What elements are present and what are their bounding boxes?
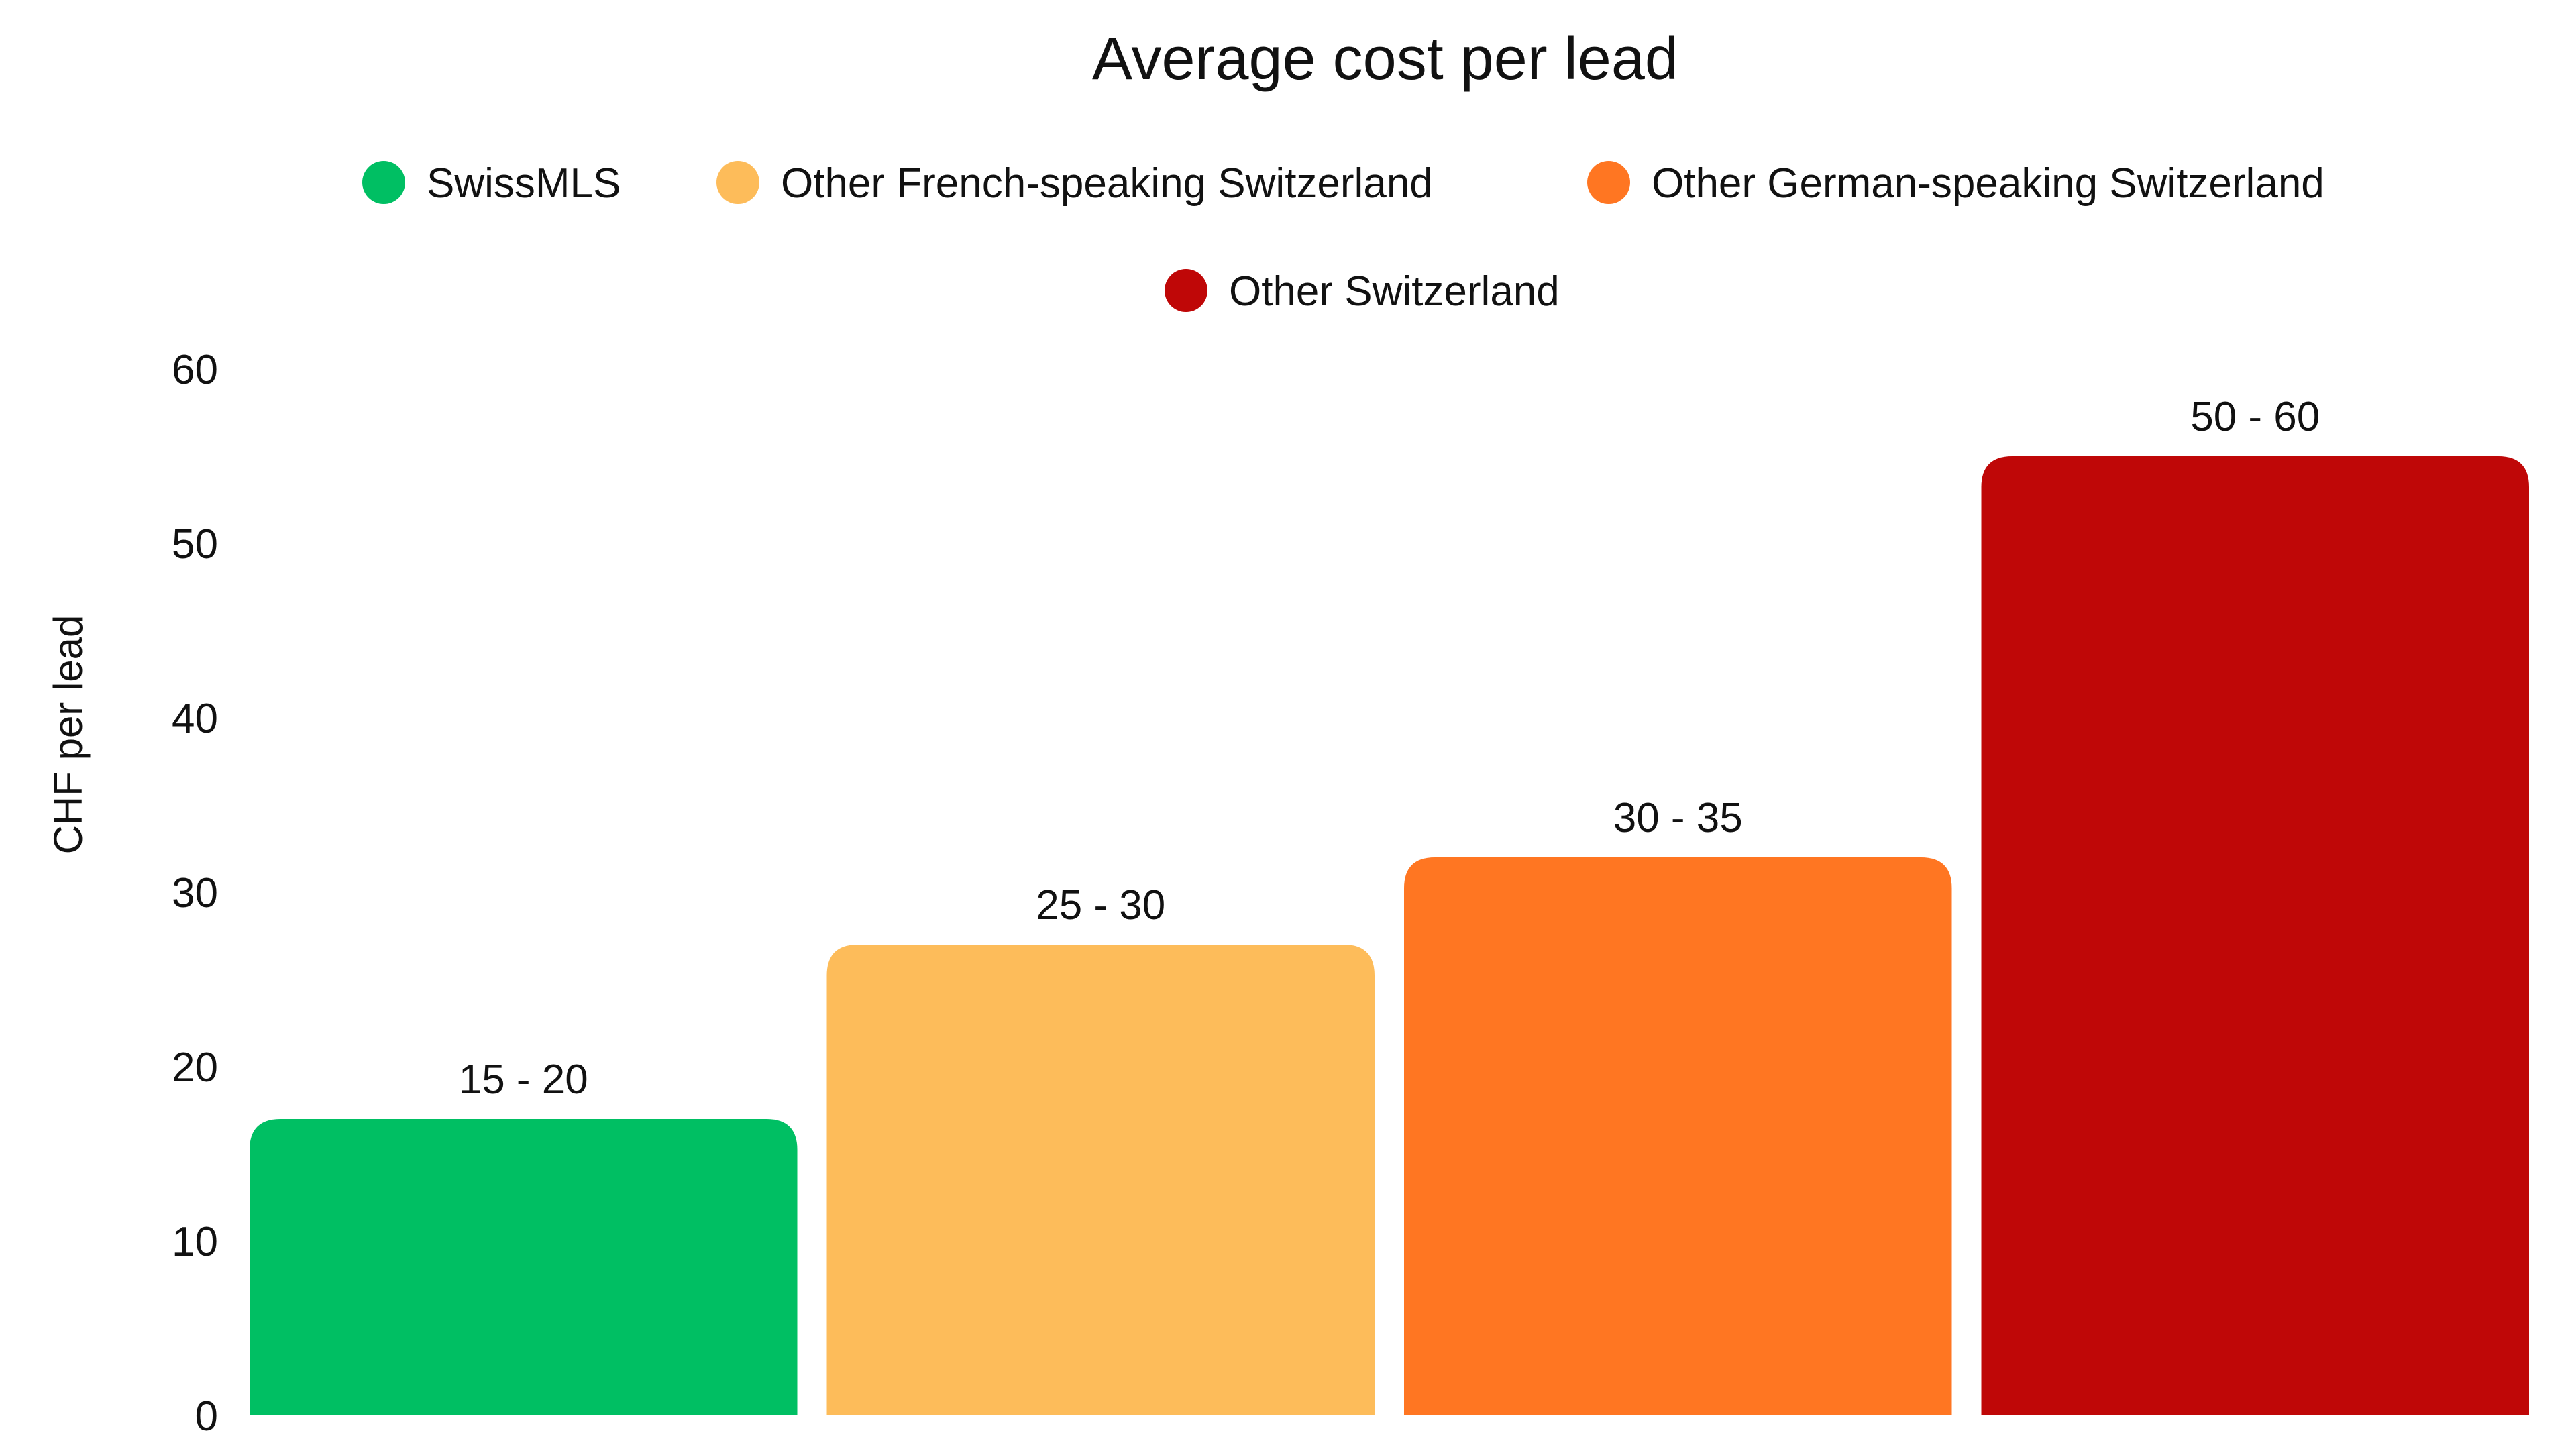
bars bbox=[250, 456, 2529, 1415]
y-tick-label: 50 bbox=[172, 521, 218, 568]
legend-swatch bbox=[1587, 161, 1630, 204]
legend-label: Other Switzerland bbox=[1229, 268, 1560, 315]
bar-value-label: 50 - 60 bbox=[2190, 394, 2320, 440]
legend-swatch bbox=[716, 161, 759, 204]
y-tick-label: 0 bbox=[195, 1393, 218, 1440]
legend-swatch bbox=[362, 161, 405, 204]
bar-value-label: 25 - 30 bbox=[1036, 882, 1165, 928]
bar-other-french-speaking-switzerland bbox=[826, 945, 1375, 1415]
legend-item-other-german-speaking-switzerland: Other German-speaking Switzerland bbox=[1587, 160, 2324, 207]
bar-value-label: 15 - 20 bbox=[459, 1057, 588, 1103]
y-tick-label: 20 bbox=[172, 1044, 218, 1091]
y-tick-label: 10 bbox=[172, 1219, 218, 1265]
legend: SwissMLS Other French-speaking Switzerlan… bbox=[362, 160, 2324, 315]
y-tick-label: 60 bbox=[172, 347, 218, 393]
legend-label: Other French-speaking Switzerland bbox=[781, 160, 1433, 207]
bar-other-switzerland bbox=[1981, 456, 2529, 1415]
legend-item-other-french-speaking-switzerland: Other French-speaking Switzerland bbox=[716, 160, 1433, 207]
chart-title: Average cost per lead bbox=[1092, 25, 1678, 93]
bar-value-label: 30 - 35 bbox=[1613, 795, 1743, 841]
bar-swissmls bbox=[250, 1119, 798, 1415]
bar-other-german-speaking-switzerland bbox=[1404, 857, 1952, 1415]
y-tick-label: 40 bbox=[172, 696, 218, 742]
legend-item-other-switzerland: Other Switzerland bbox=[1165, 268, 1560, 315]
legend-label: Other German-speaking Switzerland bbox=[1652, 160, 2324, 207]
y-tick-label: 30 bbox=[172, 870, 218, 916]
legend-swatch bbox=[1165, 269, 1208, 312]
bar-data-labels: 15 - 20 25 - 30 30 - 35 50 - 60 bbox=[459, 394, 2320, 1103]
legend-label: SwissMLS bbox=[427, 160, 621, 207]
legend-item-swissmls: SwissMLS bbox=[362, 160, 621, 207]
y-axis-ticks: 0 10 20 30 40 50 60 bbox=[172, 347, 218, 1440]
y-axis-label: CHF per lead bbox=[46, 615, 91, 855]
